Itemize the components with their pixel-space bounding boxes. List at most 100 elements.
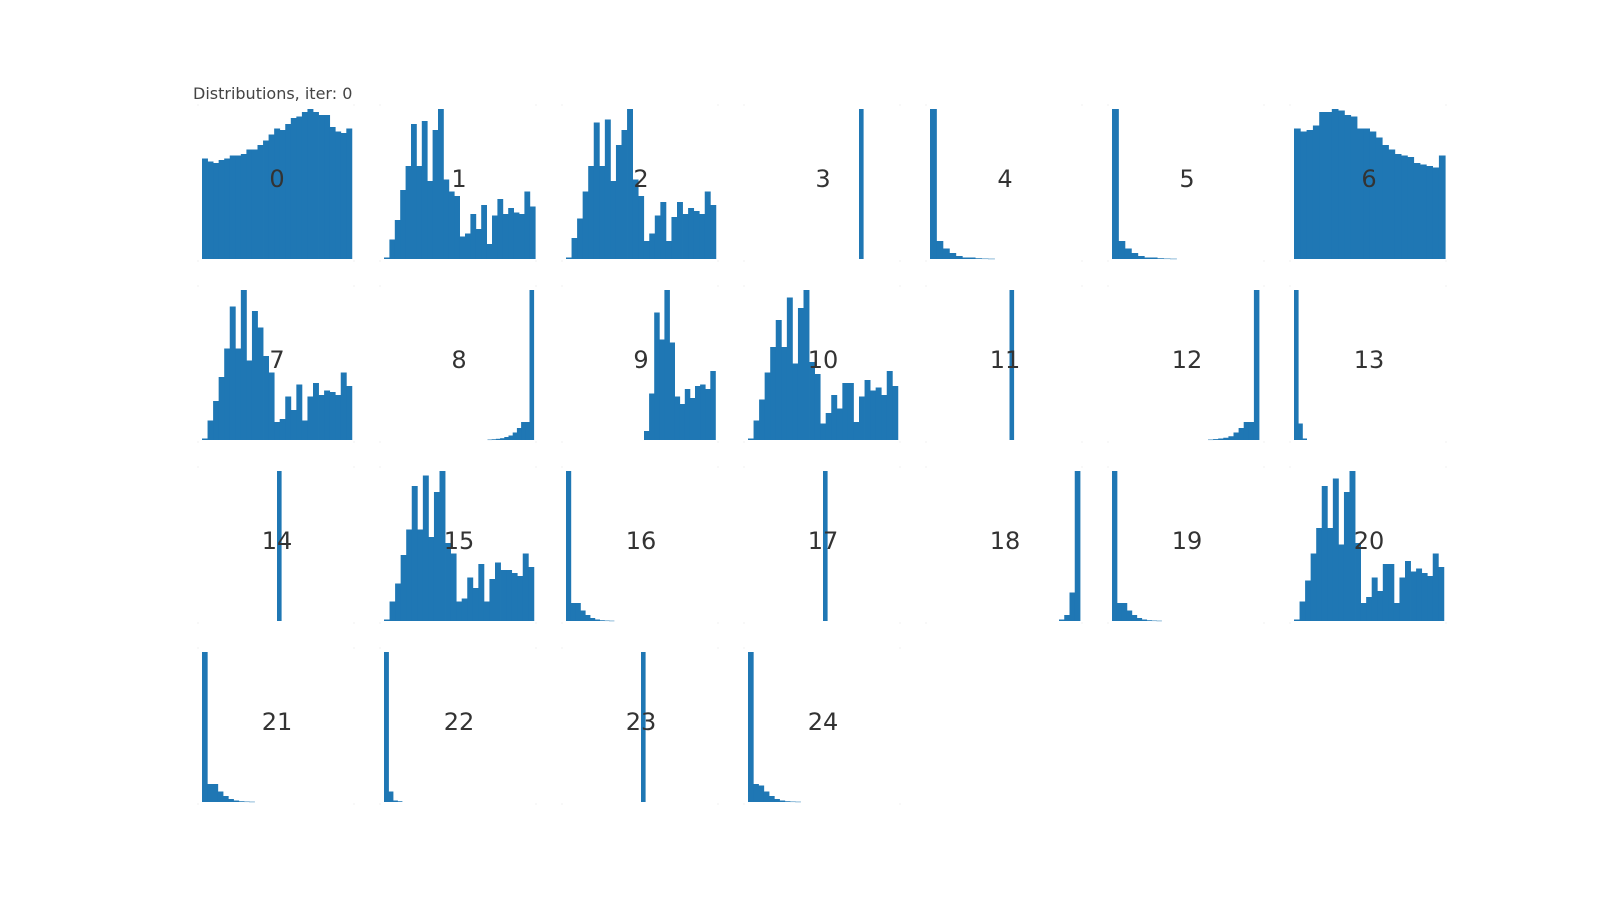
histogram-bar (487, 439, 493, 441)
histogram-bar (500, 438, 505, 440)
histogram-bar (1243, 422, 1250, 440)
histogram-bar (202, 158, 208, 259)
axes-corner-mark (379, 104, 381, 106)
histogram-bar (759, 399, 766, 440)
subplot-title: 6 (1361, 165, 1376, 193)
histogram-bar (285, 396, 292, 440)
axes-corner-mark (379, 466, 381, 468)
histogram-bar (475, 229, 482, 259)
histogram-bar (1371, 577, 1378, 621)
axes-corner-mark (379, 803, 381, 805)
axes-corner-mark (925, 260, 927, 262)
histogram-bar (649, 393, 655, 440)
histogram-bar (1126, 610, 1133, 621)
histogram-bar (1302, 438, 1307, 440)
histogram-bar (699, 214, 706, 259)
histogram-bar (1238, 428, 1245, 440)
histogram-bar (411, 124, 417, 259)
histogram-bar (1399, 577, 1406, 621)
histogram-bar (615, 145, 622, 259)
axes-corner-mark (353, 803, 355, 805)
histogram-bar (307, 109, 314, 259)
histogram-bar (384, 652, 389, 802)
histogram-bar (753, 420, 760, 440)
axes-corner-mark (1107, 104, 1109, 106)
histogram-bar (400, 555, 407, 621)
histogram-bar (594, 619, 600, 621)
axes-corner-mark (1263, 466, 1265, 468)
histogram-bar (439, 471, 446, 621)
subplot-12: 12 (1107, 285, 1265, 443)
histogram-bar (1413, 163, 1421, 259)
histogram-bar (274, 128, 281, 259)
histogram-bar (1299, 601, 1306, 621)
histogram-bar (1407, 157, 1415, 259)
histogram-bar (224, 158, 231, 259)
subplot-6: 6 (1289, 104, 1447, 262)
subplot-title: 10 (808, 346, 839, 374)
axes-corner-mark (717, 466, 719, 468)
histogram-bar (1388, 149, 1396, 259)
histogram-bar (1146, 620, 1152, 621)
histogram-bar (1112, 109, 1119, 259)
histogram-bar (461, 598, 468, 621)
histogram-bar (1059, 619, 1065, 621)
histogram-bar (492, 215, 498, 259)
subplot-title: 22 (444, 708, 475, 736)
histogram-bar (516, 428, 522, 440)
histogram-bar (251, 149, 258, 259)
subplot-title: 18 (990, 527, 1021, 555)
histogram-bar (1136, 618, 1143, 621)
histogram-bar (1331, 109, 1339, 259)
subplot-title: 3 (815, 165, 830, 193)
histogram-bar (769, 796, 775, 802)
axes-corner-mark (379, 441, 381, 443)
histogram-bar (638, 196, 645, 259)
histogram-bar (506, 570, 513, 621)
histogram-bar (710, 371, 716, 440)
axes-corner-mark (925, 466, 927, 468)
histogram-bar (268, 134, 275, 259)
histogram-bar (1382, 145, 1389, 259)
histogram-bar (1363, 128, 1370, 259)
axes-corner-mark (197, 466, 199, 468)
axes-corner-mark (1081, 441, 1083, 443)
histogram-bar (346, 128, 353, 259)
histogram-bar (207, 784, 213, 802)
histogram-bar (585, 615, 591, 621)
histogram-bar (1420, 164, 1427, 259)
histogram-bar (202, 438, 208, 440)
histogram-bar (1009, 290, 1015, 440)
subplot-title: 1 (451, 165, 466, 193)
subplot-23: 23 (561, 647, 719, 805)
histogram-bar (335, 131, 342, 259)
histogram-bar (495, 562, 501, 621)
subplot-title: 17 (808, 527, 839, 555)
histogram-bar (988, 258, 995, 260)
subplot-title: 20 (1354, 527, 1385, 555)
histogram-bar (1366, 597, 1373, 621)
axes-corner-mark (353, 622, 355, 624)
histogram-bar (478, 564, 485, 621)
axes-corner-mark (1081, 285, 1083, 287)
histogram-bar (842, 383, 849, 440)
histogram-bar (1344, 115, 1352, 259)
histogram-bar (279, 419, 286, 440)
histogram-bar (529, 290, 535, 440)
histogram-bar (774, 799, 780, 802)
subplot-17: 17 (743, 466, 901, 624)
histogram-bar (454, 196, 460, 259)
histogram-bar (1151, 620, 1157, 622)
histogram-bar (1438, 155, 1446, 259)
axes-corner-mark (743, 803, 745, 805)
axes-corner-mark (743, 285, 745, 287)
histogram-bar (577, 218, 584, 259)
histogram-bar (301, 112, 308, 259)
subplot-title: 15 (444, 527, 475, 555)
histogram-bar (428, 537, 435, 621)
histogram-bar (290, 118, 297, 259)
subplot-19: 19 (1107, 466, 1265, 624)
histogram-bar (779, 800, 786, 802)
histogram-bar (512, 432, 518, 440)
histogram-bar (397, 801, 403, 802)
